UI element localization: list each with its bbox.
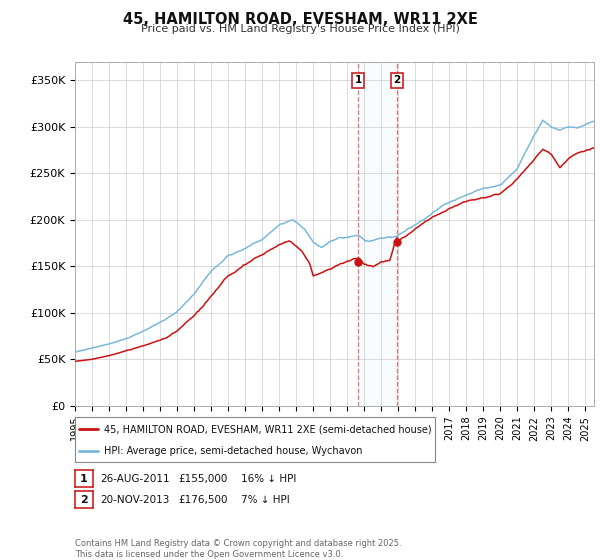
- Text: Price paid vs. HM Land Registry's House Price Index (HPI): Price paid vs. HM Land Registry's House …: [140, 24, 460, 34]
- Text: 45, HAMILTON ROAD, EVESHAM, WR11 2XE: 45, HAMILTON ROAD, EVESHAM, WR11 2XE: [122, 12, 478, 27]
- Text: HPI: Average price, semi-detached house, Wychavon: HPI: Average price, semi-detached house,…: [104, 446, 362, 456]
- Text: 7% ↓ HPI: 7% ↓ HPI: [241, 494, 290, 505]
- Text: 1: 1: [80, 474, 88, 484]
- Bar: [358, 62, 397, 406]
- Text: 2: 2: [80, 494, 88, 505]
- Text: 26-AUG-2011: 26-AUG-2011: [100, 474, 170, 484]
- Text: 2: 2: [393, 75, 400, 85]
- Text: 16% ↓ HPI: 16% ↓ HPI: [241, 474, 296, 484]
- Text: 1: 1: [355, 75, 362, 85]
- Text: Contains HM Land Registry data © Crown copyright and database right 2025.
This d: Contains HM Land Registry data © Crown c…: [75, 539, 401, 559]
- Text: £176,500: £176,500: [178, 494, 228, 505]
- Text: 20-NOV-2013: 20-NOV-2013: [100, 494, 170, 505]
- Text: 45, HAMILTON ROAD, EVESHAM, WR11 2XE (semi-detached house): 45, HAMILTON ROAD, EVESHAM, WR11 2XE (se…: [104, 424, 431, 435]
- Text: £155,000: £155,000: [178, 474, 227, 484]
